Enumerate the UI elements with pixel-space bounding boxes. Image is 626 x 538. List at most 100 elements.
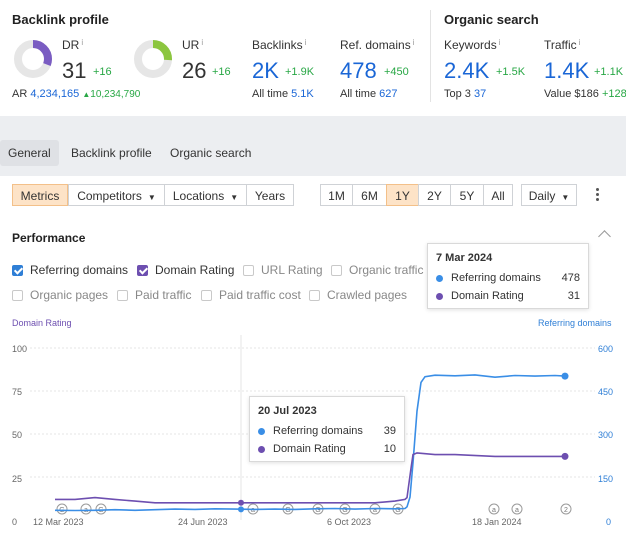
ar-value[interactable]: 4,234,165 xyxy=(30,88,80,100)
range-2y-button[interactable]: 2Y xyxy=(418,184,451,206)
granularity-dropdown[interactable]: Daily ▼ xyxy=(521,184,577,206)
x-tick: 18 Jan 2024 xyxy=(472,517,522,527)
range-6m-button[interactable]: 6M xyxy=(352,184,387,206)
caret-down-icon: ▼ xyxy=(147,193,156,202)
checkbox-organic-traffic[interactable]: Organic traffic xyxy=(331,263,423,277)
svg-text:a: a xyxy=(492,507,496,514)
chart-tooltip-mar: 7 Mar 2024 Referring domains 478 Domain R… xyxy=(427,243,589,309)
up-arrow-icon: ▲ xyxy=(82,90,91,99)
locations-dropdown[interactable]: Locations ▼ xyxy=(164,184,247,206)
series-dot-icon xyxy=(258,445,265,453)
series-dot-icon xyxy=(258,427,265,435)
backlinks-alltime-value[interactable]: 5.1K xyxy=(291,88,314,100)
checkbox-label: Organic traffic xyxy=(349,263,424,277)
annotation-marker-icon: 2 xyxy=(560,503,572,515)
info-icon[interactable]: i xyxy=(412,38,415,47)
ur-change: +16 xyxy=(212,66,231,78)
checkbox-url-rating[interactable]: URL Rating xyxy=(243,263,323,277)
series-hover-point xyxy=(238,499,244,506)
checkbox-label: Crawled pages xyxy=(327,288,408,302)
tabs-bar: General Backlink profile Organic search xyxy=(0,116,626,176)
svg-text:G: G xyxy=(395,507,400,514)
traffic-value[interactable]: 1.4K xyxy=(544,58,590,83)
series-dot-icon xyxy=(436,292,443,300)
metrics-button[interactable]: Metrics xyxy=(12,184,68,206)
tab-organic-search[interactable]: Organic search xyxy=(170,146,252,160)
ur-label: UR xyxy=(182,38,200,52)
tooltip-date: 20 Jul 2023 xyxy=(258,405,317,417)
value-change: +128 xyxy=(601,88,626,100)
checkbox-label: Referring domains xyxy=(30,263,129,277)
left-axis-title: Domain Rating xyxy=(12,318,72,328)
checkbox-paid-traffic-cost[interactable]: Paid traffic cost xyxy=(201,288,301,302)
x-tick: 6 Oct 2023 xyxy=(327,517,372,527)
checkbox-organic-pages[interactable]: Organic pages xyxy=(12,288,108,302)
series-end-point xyxy=(561,372,569,380)
ref-domains-change: +450 xyxy=(384,66,409,78)
series-dot-icon xyxy=(436,274,443,282)
right-tick: 0 xyxy=(606,517,612,527)
svg-text:a: a xyxy=(373,507,377,514)
backlinks-change: +1.9K xyxy=(285,66,315,78)
value-amount: $186 xyxy=(574,88,599,100)
checkbox-icon xyxy=(201,289,212,301)
x-tick: 24 Jun 2023 xyxy=(178,517,228,527)
tooltip-value: 10 xyxy=(383,443,396,455)
info-icon[interactable]: i xyxy=(81,38,84,47)
locations-label: Locations xyxy=(172,189,225,203)
info-icon[interactable]: i xyxy=(304,38,307,47)
more-options-icon[interactable] xyxy=(594,188,600,204)
value-label: Value xyxy=(544,88,572,100)
right-tick: 150 xyxy=(598,474,614,484)
ref-domains-value[interactable]: 478 xyxy=(340,58,377,83)
checkbox-icon xyxy=(331,264,342,276)
chevron-up-icon[interactable] xyxy=(598,230,611,243)
dr-gauge xyxy=(14,40,52,78)
checkbox-paid-traffic[interactable]: Paid traffic xyxy=(117,288,191,302)
caret-down-icon: ▼ xyxy=(561,193,570,202)
svg-text:2: 2 xyxy=(564,507,568,514)
ref-domains-alltime-value[interactable]: 627 xyxy=(379,88,398,100)
ref-domains-alltime-label: All time xyxy=(340,88,377,100)
tooltip-label: Domain Rating xyxy=(451,290,524,302)
tab-general[interactable]: General xyxy=(0,140,59,166)
svg-text:G: G xyxy=(285,507,290,514)
info-icon[interactable]: i xyxy=(578,38,581,47)
range-1y-button[interactable]: 1Y xyxy=(386,184,419,206)
info-icon[interactable]: i xyxy=(498,38,501,47)
top3-value[interactable]: 37 xyxy=(473,88,487,100)
checkbox-label: Domain Rating xyxy=(155,263,235,277)
checkbox-referring-domains[interactable]: Referring domains xyxy=(12,263,128,277)
years-button[interactable]: Years xyxy=(246,184,294,206)
annotation-marker-icon: a xyxy=(488,503,500,515)
annotation-marker-icon: G xyxy=(95,503,107,515)
svg-text:G: G xyxy=(342,507,347,514)
left-tick: 50 xyxy=(12,430,23,440)
dr-label: DR xyxy=(62,38,80,52)
range-5y-button[interactable]: 5Y xyxy=(450,184,484,206)
tab-backlink-profile[interactable]: Backlink profile xyxy=(71,146,152,160)
backlinks-value[interactable]: 2K xyxy=(252,58,279,83)
competitors-dropdown[interactable]: Competitors ▼ xyxy=(68,184,165,206)
checkbox-crawled-pages[interactable]: Crawled pages xyxy=(309,288,407,302)
keywords-value[interactable]: 2.4K xyxy=(444,58,490,83)
right-tick: 300 xyxy=(598,430,614,440)
checkbox-icon xyxy=(137,264,148,276)
checkbox-label: URL Rating xyxy=(261,263,323,277)
range-all-button[interactable]: All xyxy=(483,184,513,206)
competitors-label: Competitors xyxy=(77,189,142,203)
granularity-label: Daily xyxy=(528,189,556,203)
checkbox-domain-rating[interactable]: Domain Rating xyxy=(137,263,234,277)
tooltip-label: Referring domains xyxy=(273,425,363,437)
right-axis-title: Referring domains xyxy=(538,318,612,328)
tooltip-value: 31 xyxy=(567,290,580,302)
annotation-marker-icon: a xyxy=(511,503,523,515)
series-line-domain-rating xyxy=(55,452,565,504)
range-1m-button[interactable]: 1M xyxy=(320,184,353,206)
tooltip-label: Referring domains xyxy=(451,272,541,284)
checkbox-icon xyxy=(12,264,23,276)
info-icon[interactable]: i xyxy=(201,38,204,47)
dr-change: +16 xyxy=(93,66,112,78)
left-tick: 0 xyxy=(12,517,18,527)
